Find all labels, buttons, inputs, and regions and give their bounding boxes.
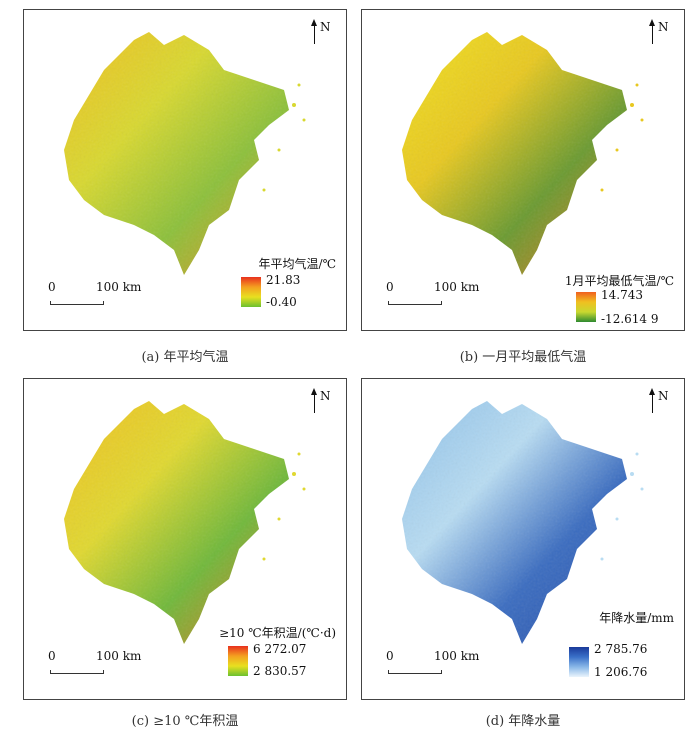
scale-zero: 0 [48, 280, 56, 294]
legend-color-ramp [576, 292, 596, 322]
map-panel-1: N 0 100 km 1月平均最低气温/℃ 14.743 -12.614 9 [361, 9, 685, 331]
region-map [64, 401, 306, 644]
scale-distance: 100 km [434, 280, 480, 294]
region-map [64, 32, 306, 275]
legend-max: 6 272.07 [253, 642, 307, 656]
north-label: N [658, 20, 669, 34]
legend-min: 1 206.76 [594, 665, 648, 679]
legend-color-ramp [569, 647, 589, 677]
panel-caption: (c) ≥10 ℃年积温 [131, 714, 239, 729]
north-label: N [320, 20, 331, 34]
legend-color-ramp [228, 646, 248, 676]
north-arrow-icon [649, 388, 655, 413]
scale-distance: 100 km [434, 649, 480, 663]
legend-title: 年平均气温/℃ [258, 257, 336, 271]
scale-distance: 100 km [96, 280, 142, 294]
legend-title: 年降水量/mm [599, 611, 674, 625]
panel-caption: (b) 一月平均最低气温 [459, 350, 587, 365]
map-panel-0: N 0 100 km 年平均气温/℃ 21.83 -0.40 [23, 9, 347, 331]
legend: ≥10 ℃年积温/(℃·d) 6 272.07 2 830.57 [176, 624, 336, 694]
map-panel-3: N 0 100 km 年降水量/mm 2 785.76 1 206.76 [361, 378, 685, 700]
legend-title: ≥10 ℃年积温/(℃·d) [219, 626, 336, 640]
north-label: N [320, 389, 331, 403]
north-arrow-icon [649, 19, 655, 44]
scale-zero: 0 [48, 649, 56, 663]
scale-distance: 100 km [96, 649, 142, 663]
legend: 年降水量/mm 2 785.76 1 206.76 [514, 609, 674, 679]
legend-max: 14.743 [601, 288, 643, 302]
panel-caption: (d) 年降水量 [485, 714, 561, 729]
north-arrow-icon [311, 388, 317, 413]
panel-caption: (a) 年平均气温 [141, 350, 229, 365]
legend-max: 2 785.76 [594, 642, 648, 656]
scale-zero: 0 [386, 649, 394, 663]
region-map [402, 401, 644, 644]
north-label: N [658, 389, 669, 403]
legend: 年平均气温/℃ 21.83 -0.40 [176, 255, 336, 325]
legend-min: 2 830.57 [253, 664, 307, 678]
legend-min: -12.614 9 [601, 312, 659, 326]
north-arrow-icon [311, 19, 317, 44]
legend-title: 1月平均最低气温/℃ [564, 274, 674, 288]
legend-color-ramp [241, 277, 261, 307]
legend-max: 21.83 [266, 273, 301, 287]
legend-min: -0.40 [266, 295, 297, 309]
map-panel-2: N 0 100 km ≥10 ℃年积温/(℃·d) 6 272.07 2 830.… [23, 378, 347, 700]
region-map [402, 32, 644, 275]
scale-zero: 0 [386, 280, 394, 294]
legend: 1月平均最低气温/℃ 14.743 -12.614 9 [514, 272, 674, 342]
